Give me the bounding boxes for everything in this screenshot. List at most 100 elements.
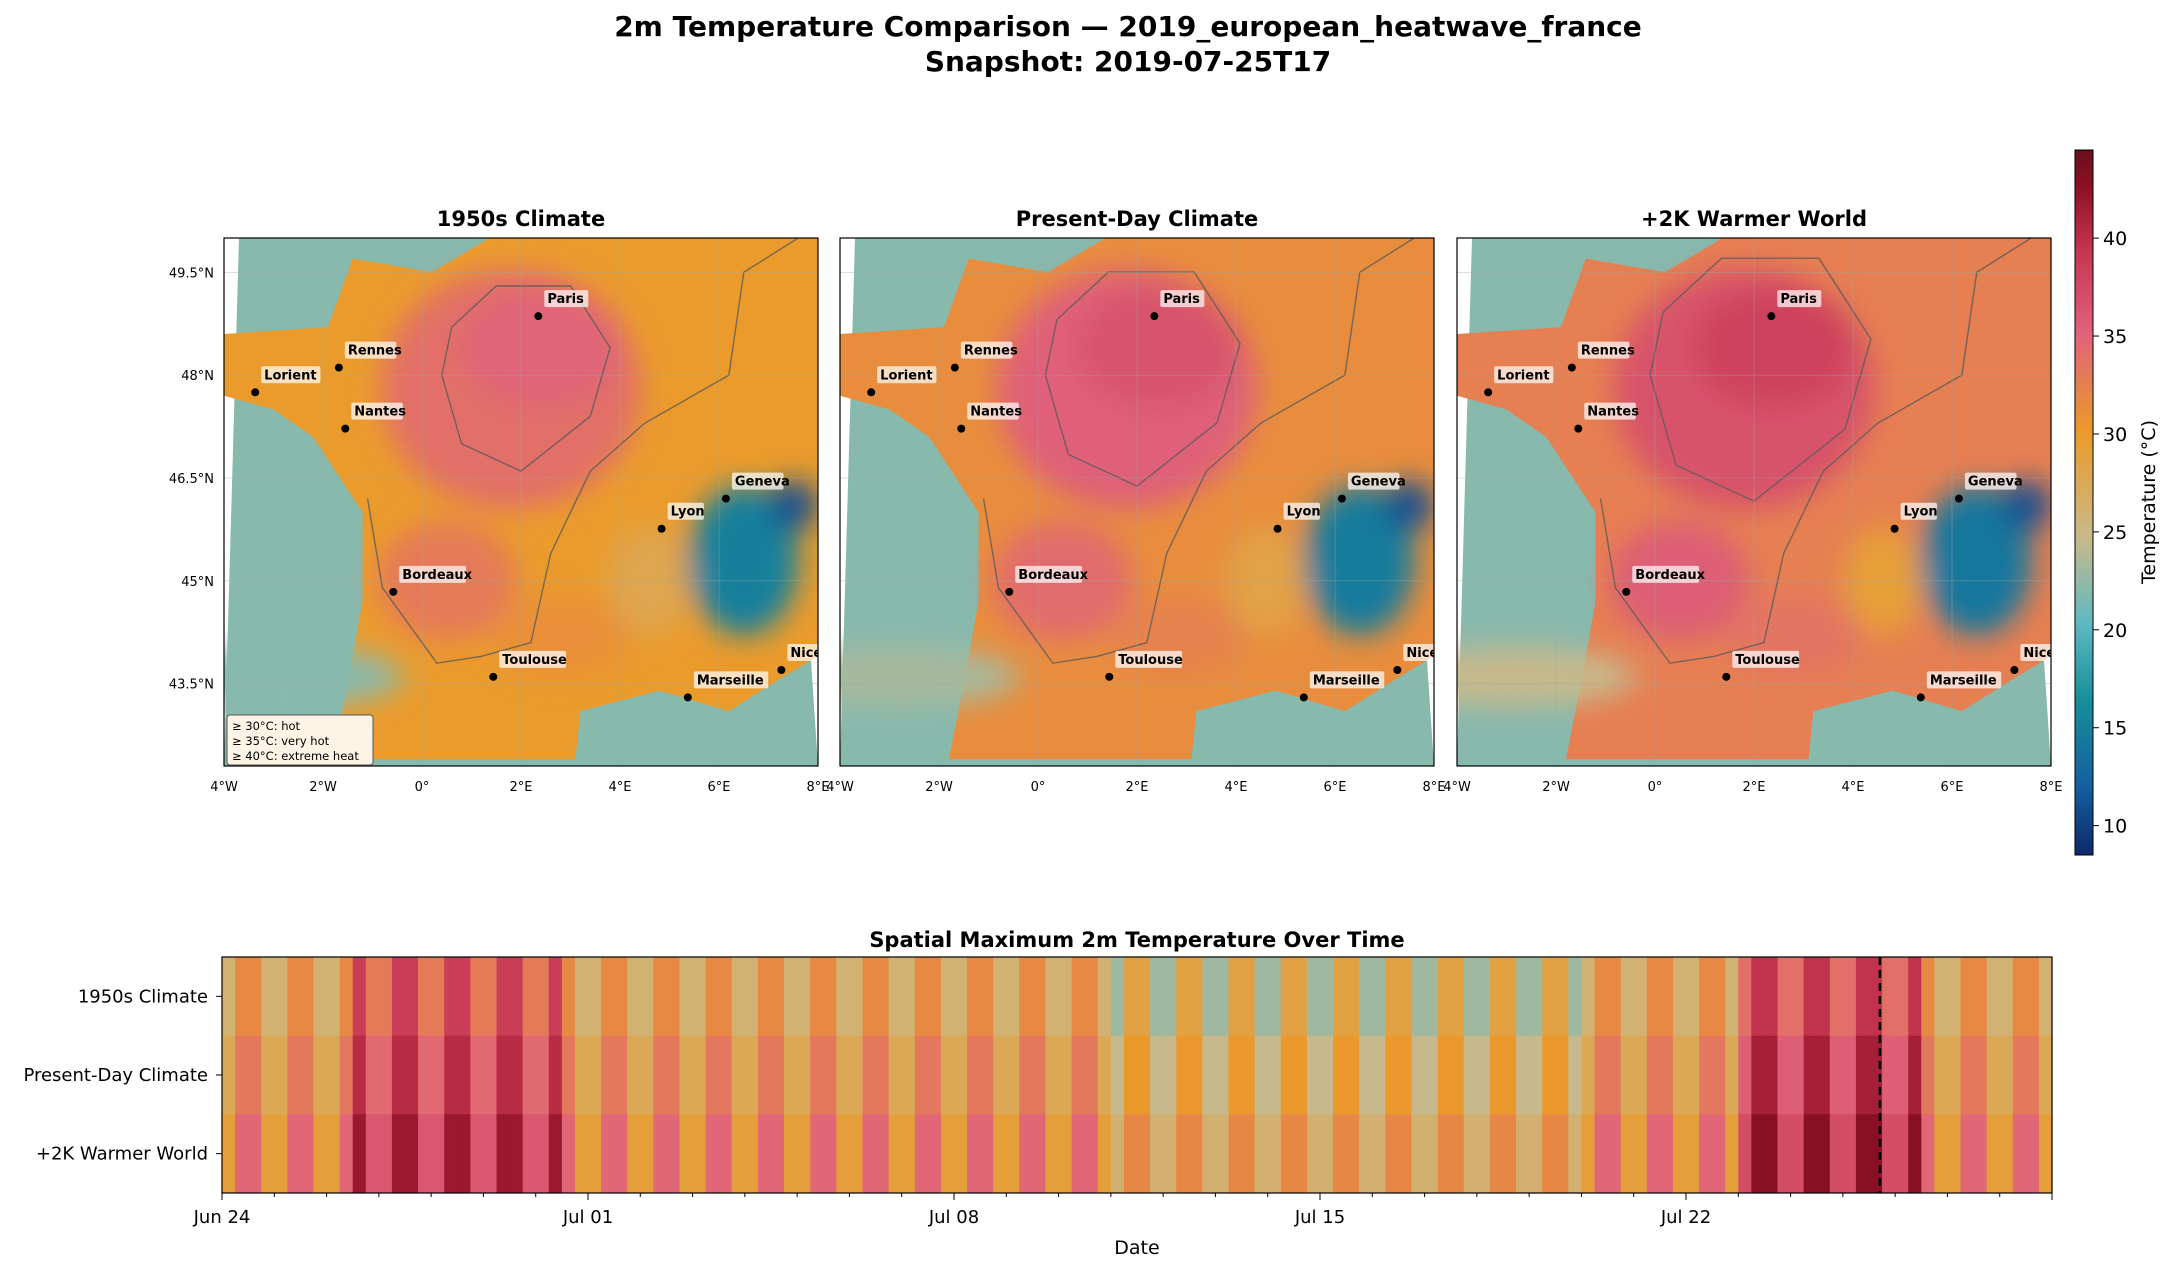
timeline-cell [1306,1035,1321,1115]
timeline-cell [522,957,537,1037]
threshold-legend: ≥ 30°C: hot≥ 35°C: very hot≥ 40°C: extre… [226,714,374,766]
legend-box [226,714,374,766]
timeline-cell [1045,957,1060,1037]
timeline-cell [431,1114,445,1194]
timeline-cell [1189,1035,1203,1115]
timeline-cell [1777,1035,1792,1115]
timeline-cell [1829,957,1844,1037]
timeline-cell [1633,1035,1648,1115]
timeline-cell [1437,957,1452,1037]
timeline-cell [1424,957,1439,1037]
timeline-cell [235,1035,249,1115]
map-x-tick-label: 0° [1648,780,1663,795]
timeline-cell [1476,957,1491,1037]
timeline-cell [2012,1035,2027,1115]
timeline-cell [1855,1114,1870,1194]
timeline-cell [1293,957,1308,1037]
timeline-cell [967,1114,981,1194]
temperature-cell [768,480,818,531]
timeline-cell [1450,1035,1465,1115]
timeline-cell [222,957,236,1037]
timeline-cell [261,1114,275,1194]
timeline-cell [1686,1114,1700,1194]
timeline-cell [705,957,720,1037]
timeline-cell [1516,957,1530,1037]
city-marker [777,666,786,674]
timeline-cell [509,957,524,1037]
timeline-cell [862,957,877,1037]
timeline-cell [222,1035,236,1115]
timeline-cell [1542,1035,1556,1115]
temperature-cell [1921,485,2032,636]
timeline-cell [1659,1114,1674,1194]
timeline-cell [1934,1114,1949,1194]
city-marker [721,494,730,503]
city-label-bg [1494,366,1554,384]
timeline-xlabel: Date [1114,1237,1159,1259]
city-marker [1722,672,1731,681]
timeline-cell [1058,957,1073,1037]
city-label: Lorient [1497,368,1549,383]
timeline-cell [744,1035,759,1115]
timeline-cell [1542,957,1556,1037]
timeline-cell [731,1035,746,1115]
timeline-cell [1790,1035,1805,1115]
timeline-cell [901,957,916,1037]
timeline-cell [1790,957,1805,1037]
timeline-cell [1045,1114,1060,1194]
city-label-bg [967,402,1019,420]
timeline-cell [391,1114,406,1194]
city-label: Bordeaux [1635,568,1705,583]
timeline-cell [1633,1114,1648,1194]
timeline-cell [1137,1114,1151,1194]
timeline-cell [339,1114,354,1194]
timeline-cell [1712,1035,1726,1115]
timeline-cell [378,957,393,1037]
timeline-cell [1882,957,1896,1037]
timeline-cell [1476,1035,1491,1115]
timeline-cell [326,957,341,1037]
city-marker [1567,363,1576,372]
city-label-bg [1777,290,1822,308]
timeline-cell [2038,1035,2053,1115]
city-label: Lyon [1287,505,1321,520]
city-label: Geneva [735,475,790,490]
city-marker [534,312,543,321]
timeline-cell [1908,957,1922,1037]
contour-30 [1599,238,2032,664]
timeline-cell [444,1035,458,1115]
timeline-cell [797,957,811,1037]
map-panel: Paris Rennes Lorient Nantes Geneva Lyon Bordea… [1443,207,2062,795]
timeline-cell [797,1114,811,1194]
city-label-bg [693,671,769,689]
timeline-cell [1594,1035,1609,1115]
timeline-cell [405,1114,419,1194]
timeline-cell [1803,957,1818,1037]
timeline-cell [457,957,471,1037]
timeline-cell [849,957,864,1037]
timeline-cell [1189,1114,1203,1194]
city-label: Nantes [970,405,1022,420]
timeline-cell [1123,1035,1138,1115]
timeline-cell [1921,1114,1935,1194]
map-x-tick-label: 4°W [826,780,854,795]
timeline-cell [274,957,288,1037]
city-label-bg [399,565,467,583]
timeline-cell [614,957,628,1037]
map-x-tick-label: 4°E [1225,780,1248,795]
city-marker [950,363,959,372]
city-marker [1954,494,1963,503]
timeline-title: Spatial Maximum 2m Temperature Over Time [869,928,1404,952]
timeline-cell [823,957,837,1037]
timeline-cell [1097,957,1112,1037]
timeline-cell [784,1035,798,1115]
colorbar-tick-label: 35 [2103,326,2127,348]
timeline-cell [810,1035,824,1115]
timeline-cell [914,957,929,1037]
timeline-cell [757,1114,772,1194]
timeline-cell [444,957,458,1037]
timeline-cell [1032,957,1047,1037]
timeline-cell [378,1114,393,1194]
colorbar-tick-label: 30 [2103,424,2127,446]
timeline-cell [1437,1035,1452,1115]
